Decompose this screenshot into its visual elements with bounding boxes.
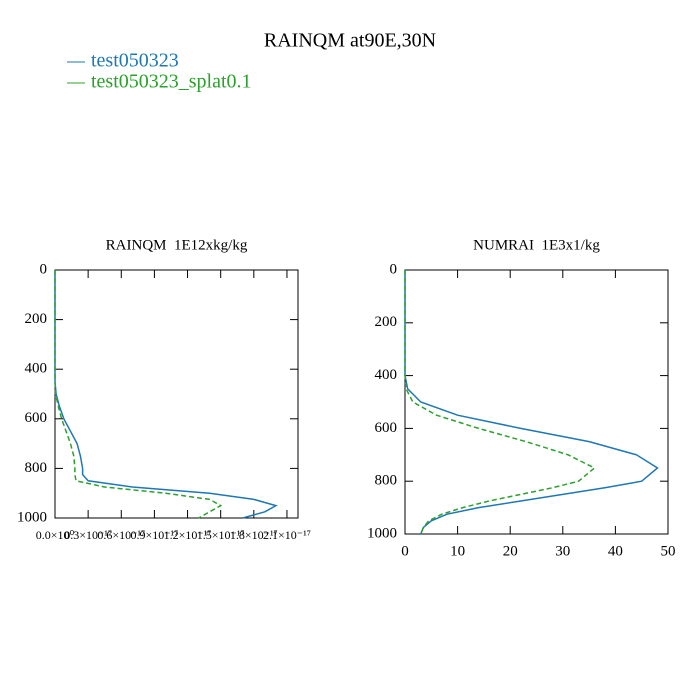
y-tick-label: 600 [25,410,48,426]
y-tick-label: 600 [375,420,398,436]
x-tick-label: 0.0×10⁰ [36,528,75,542]
x-tick-label: 0 [401,543,409,559]
y-tick-label: 200 [375,314,398,330]
x-tick-label: 0.6×10⁻¹⁷ [97,528,145,542]
subplot-title: RAINQM 1E12xkg/kg [106,237,248,253]
y-tick-label: 0 [40,261,48,277]
y-tick-label: 0 [390,261,398,277]
y-tick-label: 400 [375,367,398,383]
legend-label: test050323_splat0.1 [91,71,252,93]
y-tick-label: 1000 [17,509,47,525]
y-tick-label: 400 [25,361,48,377]
y-tick-label: 800 [375,473,398,489]
y-tick-label: 1000 [367,525,397,541]
x-tick-label: 30 [555,543,570,559]
y-tick-label: 200 [25,311,48,327]
legend-label: test050323 [91,50,179,72]
subplot-title: NUMRAI 1E3x1/kg [473,237,600,253]
x-tick-label: 50 [661,543,676,559]
plot-frame [404,269,669,535]
x-tick-label: 1.8×10⁻¹⁷ [230,528,278,542]
series-line [54,270,278,519]
x-tick-label: 0.9×10⁻¹⁷ [130,528,178,542]
series-line [404,270,596,535]
x-tick-label: 1.2×10⁻¹⁷ [164,528,212,542]
series-line [54,270,223,519]
figure-title: RAINQM at90E,30N [264,30,436,52]
x-tick-label: 0.3×10⁻¹⁷ [64,528,112,542]
y-tick-label: 800 [25,460,48,476]
series-line [404,270,659,535]
x-tick-label: 2.1×10⁻¹⁷ [263,528,311,542]
x-tick-label: 20 [503,543,518,559]
x-tick-label: 1.5×10⁻¹⁷ [197,528,245,542]
x-tick-label: 10 [450,543,465,559]
x-tick-label: 40 [608,543,623,559]
